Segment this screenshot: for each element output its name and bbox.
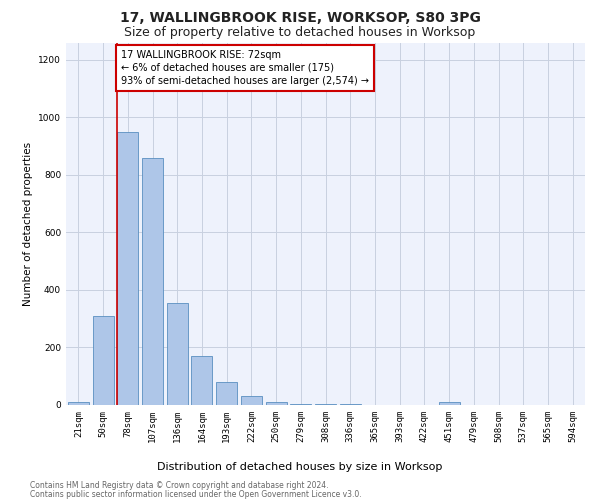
- Text: Distribution of detached houses by size in Worksop: Distribution of detached houses by size …: [157, 462, 443, 472]
- Bar: [340, 404, 361, 405]
- Text: Contains public sector information licensed under the Open Government Licence v3: Contains public sector information licen…: [30, 490, 362, 499]
- Bar: [142, 158, 163, 405]
- Text: Size of property relative to detached houses in Worksop: Size of property relative to detached ho…: [124, 26, 476, 39]
- Bar: [266, 402, 287, 405]
- Text: Contains HM Land Registry data © Crown copyright and database right 2024.: Contains HM Land Registry data © Crown c…: [30, 481, 329, 490]
- Bar: [290, 404, 311, 405]
- Bar: [439, 402, 460, 405]
- Bar: [216, 382, 237, 405]
- Bar: [117, 132, 138, 405]
- Bar: [167, 303, 188, 405]
- Y-axis label: Number of detached properties: Number of detached properties: [23, 142, 32, 306]
- Bar: [241, 396, 262, 405]
- Bar: [68, 402, 89, 405]
- Text: 17, WALLINGBROOK RISE, WORKSOP, S80 3PG: 17, WALLINGBROOK RISE, WORKSOP, S80 3PG: [119, 12, 481, 26]
- Bar: [315, 404, 336, 405]
- Bar: [191, 356, 212, 405]
- Text: 17 WALLINGBROOK RISE: 72sqm
← 6% of detached houses are smaller (175)
93% of sem: 17 WALLINGBROOK RISE: 72sqm ← 6% of deta…: [121, 50, 369, 86]
- Bar: [92, 316, 113, 405]
